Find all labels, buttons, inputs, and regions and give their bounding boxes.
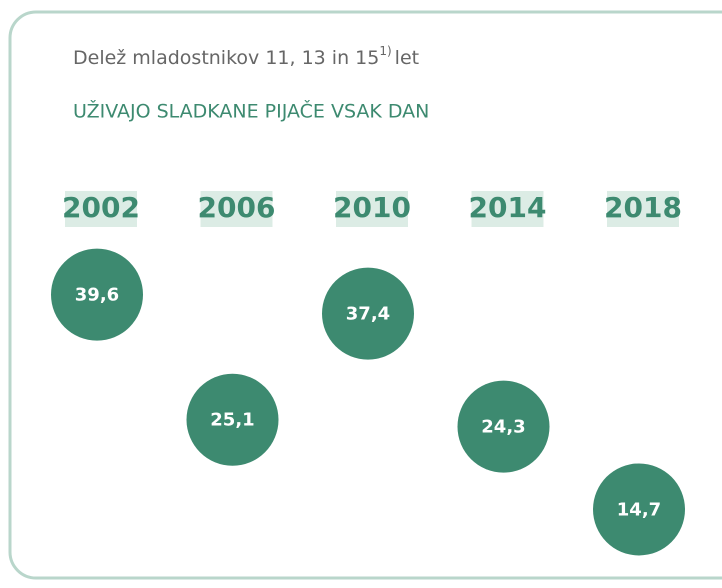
year-highlight: [607, 191, 679, 227]
chart-title: Delež mladostnikov 11, 13 in 151) let: [73, 44, 419, 69]
value-label: 14,7: [617, 499, 661, 520]
value-dot: [186, 373, 279, 466]
year-highlight: [336, 191, 408, 227]
value-label: 24,3: [481, 417, 525, 438]
title-main: Delež mladostnikov 11, 13 in 15: [73, 47, 379, 69]
x-tick-label: 2010: [333, 191, 411, 224]
value-dot: [457, 380, 550, 473]
chart-subtitle: UŽIVAJO SLADKANE PIJAČE VSAK DAN: [73, 99, 429, 123]
x-tick-label: 2014: [469, 191, 547, 224]
value-label: 39,6: [75, 285, 119, 306]
year-highlight: [200, 191, 273, 227]
x-tick-label: 2002: [62, 191, 140, 224]
x-tick-label: 2006: [198, 191, 276, 224]
value-label: 25,1: [210, 410, 254, 431]
value-label: 37,4: [346, 304, 390, 325]
value-dot: [322, 267, 414, 360]
value-dot: [51, 248, 143, 341]
title-superscript: 1): [379, 44, 391, 58]
title-suffix: let: [395, 47, 419, 69]
year-highlight: [471, 191, 544, 227]
x-tick-label: 2018: [604, 191, 682, 224]
value-dot: [593, 463, 685, 556]
year-highlight: [65, 191, 137, 227]
